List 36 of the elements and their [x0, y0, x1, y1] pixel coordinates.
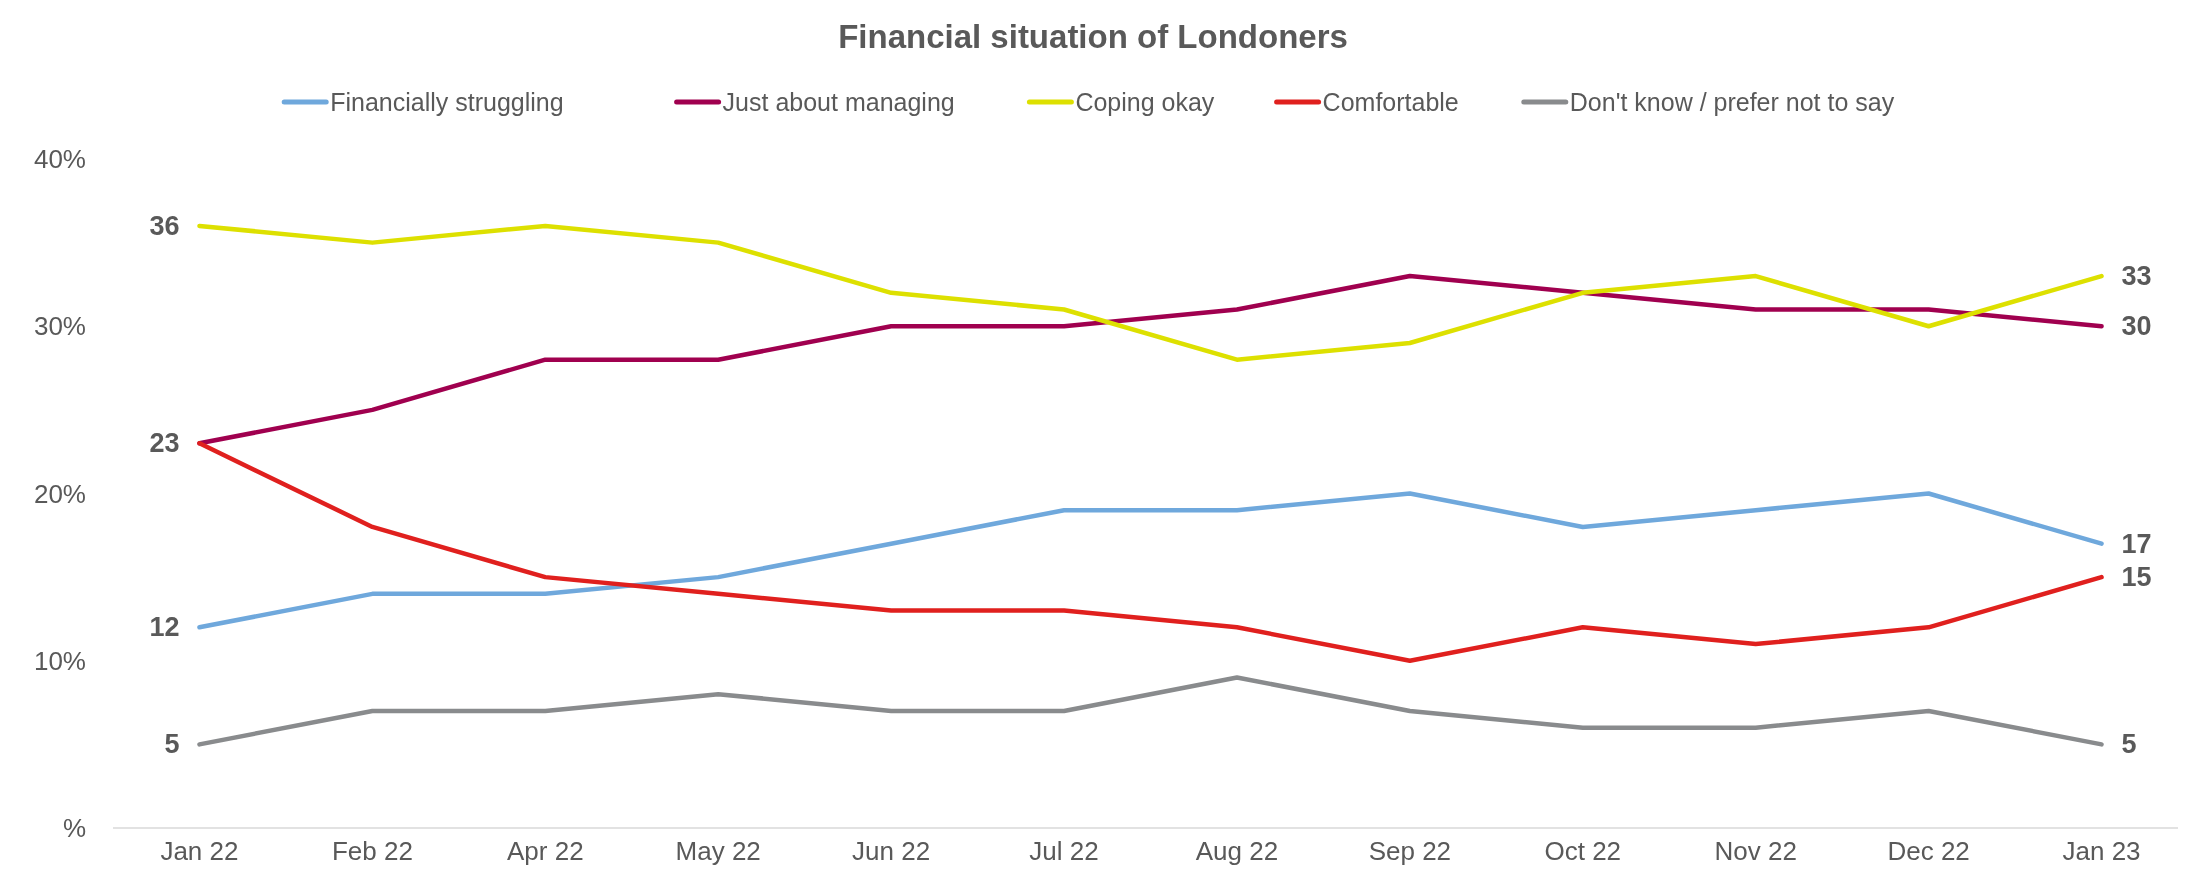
data-label: 23 [149, 428, 180, 459]
y-tick-label: 30% [33, 311, 86, 342]
x-tick-label: Dec 22 [1887, 836, 1970, 866]
y-tick-label: 10% [33, 645, 86, 676]
data-label: 36 [149, 210, 180, 241]
x-tick-label: May 22 [675, 836, 761, 866]
legend-label: Just about managing [722, 88, 955, 116]
line-series [197, 675, 2104, 747]
line-series [197, 223, 2104, 362]
legend-label: Financially struggling [330, 88, 564, 116]
data-label: 30 [2121, 311, 2152, 342]
y-tick-label: 40% [33, 144, 86, 174]
legend-label: Coping okay [1075, 88, 1215, 116]
legend-label: Don't know / prefer not to say [1569, 88, 1895, 116]
data-label: 12 [149, 612, 180, 643]
line-series [197, 441, 2104, 663]
data-label: 33 [2121, 261, 2152, 292]
x-tick-label: Apr 22 [506, 836, 584, 866]
x-tick-label: Oct 22 [1544, 836, 1622, 866]
chart-title: Financial situation of Londoners [838, 18, 1348, 55]
x-tick-label: Feb 22 [331, 836, 413, 866]
line-series [197, 491, 2104, 630]
x-tick-label: Jul 22 [1029, 836, 1099, 866]
data-label: 15 [2121, 562, 2152, 593]
y-tick-label: % [62, 813, 86, 843]
x-tick-label: Nov 22 [1714, 836, 1797, 866]
data-label: 17 [2121, 528, 2152, 559]
x-tick-label: Jan 22 [160, 836, 239, 866]
x-tick-label: Jan 23 [2062, 836, 2141, 866]
data-label: 5 [164, 729, 180, 760]
y-tick-label: 20% [33, 478, 86, 509]
x-tick-label: Sep 22 [1368, 836, 1452, 866]
x-tick-label: Aug 22 [1195, 836, 1279, 866]
legend-label: Comfortable [1322, 88, 1459, 116]
data-label: 5 [2121, 729, 2137, 760]
x-tick-label: Jun 22 [852, 836, 931, 866]
